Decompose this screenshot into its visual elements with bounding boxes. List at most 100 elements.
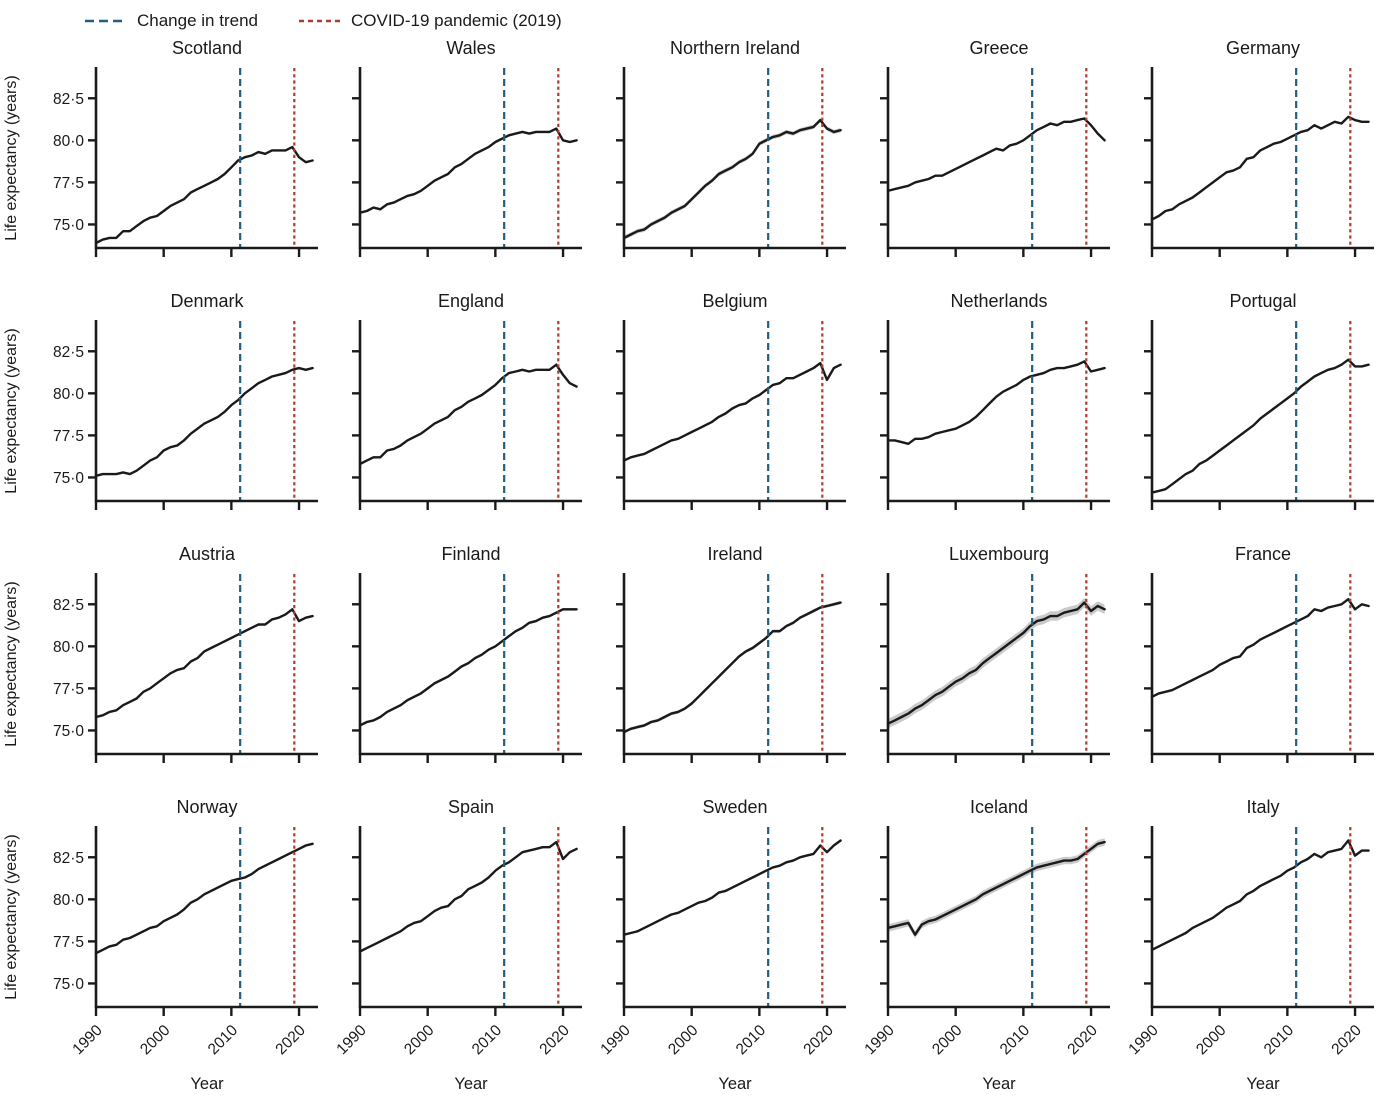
confidence-band	[888, 360, 1105, 445]
confidence-band	[624, 600, 841, 734]
y-tick-label: 77·5	[53, 428, 84, 445]
life-expectancy-line	[1150, 598, 1370, 699]
chart-grid: 82·5 80·0 77·5 75·0 Scotland Life expectancy …	[0, 34, 1386, 1103]
panel-belgium: Belgium	[616, 291, 846, 510]
life-expectancy-line	[886, 117, 1106, 193]
y-tick-label: 75·0	[53, 470, 84, 487]
panel-title: Austria	[179, 544, 236, 564]
panel-spain: 1990 2000 2010 2020 Spain Year	[333, 797, 582, 1093]
panel-iceland: 1990 2000 2010 2020 Iceland Year	[861, 797, 1110, 1093]
panel-wales: Wales	[352, 38, 582, 257]
y-tick-label: 80·0	[53, 133, 84, 150]
life-expectancy-line	[94, 608, 314, 719]
x-tick-label: 2020	[1328, 1022, 1365, 1059]
legend-label-covid-pandemic: COVID-19 pandemic (2019)	[350, 11, 562, 30]
x-tick-label: 2000	[665, 1022, 702, 1059]
confidence-band	[96, 146, 313, 244]
y-tick-label: 77·5	[53, 934, 84, 951]
panel-title: Greece	[969, 38, 1028, 58]
x-axis-label: Year	[190, 1075, 224, 1093]
panel-title: Luxembourg	[949, 544, 1049, 564]
life-expectancy-line	[886, 601, 1106, 725]
x-tick-label: 2010	[733, 1022, 770, 1059]
life-expectancy-line	[886, 840, 1106, 936]
panel-luxembourg: Luxembourg	[880, 544, 1110, 763]
life-expectancy-line	[358, 608, 578, 727]
x-tick-label: 1990	[1125, 1022, 1162, 1059]
x-axis-label: Year	[982, 1075, 1016, 1093]
panel-sweden: 1990 2000 2010 2020 Sweden Year	[597, 797, 846, 1093]
panel-title: Italy	[1246, 797, 1279, 817]
y-tick-label: 80·0	[53, 892, 84, 909]
x-tick-label: 1990	[597, 1022, 634, 1059]
x-axis-label: Year	[1246, 1075, 1280, 1093]
panel-title: Netherlands	[950, 291, 1047, 311]
life-expectancy-line	[94, 366, 314, 478]
panel-scotland: 82·5 80·0 77·5 75·0 Scotland Life expectancy …	[3, 38, 318, 257]
life-expectancy-line	[622, 361, 842, 462]
panel-netherlands: Netherlands	[880, 291, 1110, 510]
life-expectancy-line	[1150, 358, 1370, 494]
life-expectancy-line	[358, 127, 578, 214]
panel-greece: Greece	[880, 38, 1110, 257]
legend: Change in trend COVID-19 pandemic (2019)	[0, 0, 1386, 34]
panel-title: Portugal	[1229, 291, 1296, 311]
y-axis-label: Life expectancy (years)	[3, 581, 20, 746]
panel-denmark: 82·5 80·0 77·5 75·0 Denmark Life expectancy (…	[3, 291, 318, 510]
confidence-band	[360, 127, 577, 214]
y-tick-label: 75·0	[53, 217, 84, 234]
y-tick-label: 75·0	[53, 723, 84, 740]
life-expectancy-line	[886, 360, 1106, 446]
panel-title: Belgium	[702, 291, 767, 311]
panel-germany: Germany	[1144, 38, 1374, 257]
panel-title: Scotland	[172, 38, 242, 58]
panel-title: Norway	[176, 797, 237, 817]
y-tick-label: 82·5	[53, 91, 84, 108]
life-expectancy-line	[358, 840, 578, 953]
panel-ireland: Ireland	[616, 544, 846, 763]
x-axis-label: Year	[454, 1075, 488, 1093]
panel-title: Germany	[1226, 38, 1300, 58]
panel-finland: Finland	[352, 544, 582, 763]
x-tick-label: 2010	[1261, 1022, 1298, 1059]
confidence-band	[1152, 598, 1369, 698]
panel-england: England	[352, 291, 582, 510]
panel-portugal: Portugal	[1144, 291, 1374, 510]
y-tick-label: 82·5	[53, 850, 84, 867]
confidence-band	[1152, 358, 1369, 494]
x-tick-label: 2010	[997, 1022, 1034, 1059]
life-expectancy-line	[94, 842, 314, 955]
panel-title: Ireland	[707, 544, 762, 564]
life-expectancy-line	[622, 118, 842, 240]
x-tick-label: 2020	[272, 1022, 309, 1059]
life-expectancy-line	[622, 601, 842, 734]
legend-item-change-in-trend: Change in trend	[84, 11, 258, 31]
y-tick-label: 82·5	[53, 344, 84, 361]
x-tick-label: 2020	[800, 1022, 837, 1059]
x-tick-label: 2000	[137, 1022, 174, 1059]
legend-item-covid-pandemic: COVID-19 pandemic (2019)	[298, 11, 562, 31]
panel-title: Iceland	[970, 797, 1028, 817]
life-expectancy-line	[622, 839, 842, 936]
panel-title: Denmark	[170, 291, 244, 311]
life-expectancy-line	[358, 363, 578, 466]
panel-northern-ireland: Northern Ireland	[616, 38, 846, 257]
x-tick-label: 2010	[469, 1022, 506, 1059]
life-expectancy-line	[1150, 839, 1370, 952]
panel-title: France	[1235, 544, 1291, 564]
x-tick-label: 1990	[861, 1022, 898, 1059]
x-axis-label: Year	[718, 1075, 752, 1093]
confidence-band	[96, 367, 313, 477]
life-expectancy-line	[94, 145, 314, 245]
x-tick-label: 2020	[536, 1022, 573, 1059]
panel-norway: 82·5 80·0 77·5 75·0 1990 2000 2010 2020 Norway Li…	[3, 797, 318, 1093]
panel-title: Sweden	[702, 797, 767, 817]
y-tick-label: 75·0	[53, 976, 84, 993]
x-tick-label: 2000	[929, 1022, 966, 1059]
x-tick-label: 1990	[333, 1022, 370, 1059]
panel-france: France	[1144, 544, 1374, 763]
y-axis-label: Life expectancy (years)	[3, 834, 20, 999]
y-tick-label: 82·5	[53, 597, 84, 614]
panel-title: England	[438, 291, 504, 311]
x-tick-label: 2020	[1064, 1022, 1101, 1059]
